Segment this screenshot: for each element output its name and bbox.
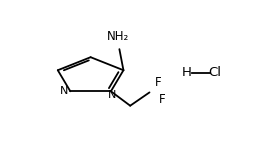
Text: N: N (60, 86, 68, 96)
Text: F: F (155, 76, 161, 89)
Text: F: F (159, 93, 165, 106)
Text: N: N (108, 90, 117, 100)
Text: NH₂: NH₂ (107, 30, 129, 43)
Text: Cl: Cl (208, 66, 221, 79)
Text: H: H (182, 66, 192, 79)
